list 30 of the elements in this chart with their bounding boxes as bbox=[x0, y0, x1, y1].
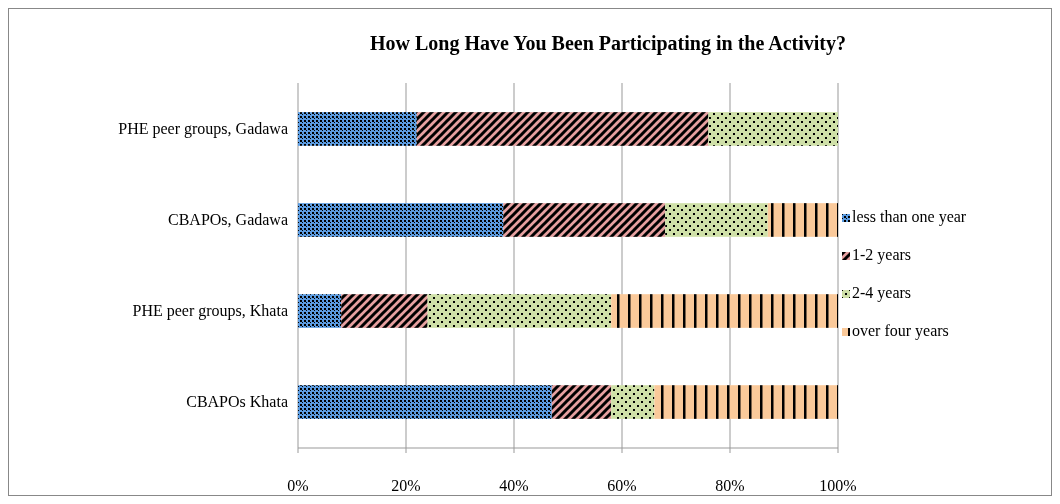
legend-label: 2-4 years bbox=[852, 284, 912, 302]
bar bbox=[416, 112, 709, 146]
y-tick-label: PHE peer groups, Khata bbox=[132, 302, 288, 321]
bar bbox=[767, 203, 838, 237]
bar bbox=[503, 203, 666, 237]
bar bbox=[551, 385, 612, 419]
bar bbox=[298, 385, 552, 419]
bar bbox=[427, 294, 612, 328]
y-tick-label: CBAPOs, Gadawa bbox=[168, 210, 288, 228]
bar bbox=[298, 203, 504, 237]
y-tick-label: CBAPOs Khata bbox=[186, 393, 288, 411]
bar bbox=[665, 203, 768, 237]
bar bbox=[298, 294, 342, 328]
bar bbox=[341, 294, 428, 328]
bar bbox=[298, 112, 417, 146]
bar bbox=[654, 385, 838, 419]
x-tick-label: 80% bbox=[715, 477, 745, 494]
x-tick-label: 0% bbox=[287, 477, 309, 494]
x-tick-label: 60% bbox=[607, 477, 637, 494]
x-tick-label: 40% bbox=[499, 477, 529, 494]
bar bbox=[611, 294, 838, 328]
chart-title: How Long Have You Been Participating in the Activity? bbox=[370, 32, 846, 55]
legend-label: less than one year bbox=[852, 208, 967, 226]
bar bbox=[708, 112, 838, 146]
bar bbox=[611, 385, 655, 419]
x-tick-label: 20% bbox=[391, 477, 421, 494]
legend-label: 1-2 years bbox=[852, 246, 912, 264]
y-tick-label: PHE peer groups, Gadawa bbox=[118, 119, 288, 138]
x-tick-label: 100% bbox=[819, 477, 857, 494]
legend-label: over four years bbox=[852, 322, 949, 340]
